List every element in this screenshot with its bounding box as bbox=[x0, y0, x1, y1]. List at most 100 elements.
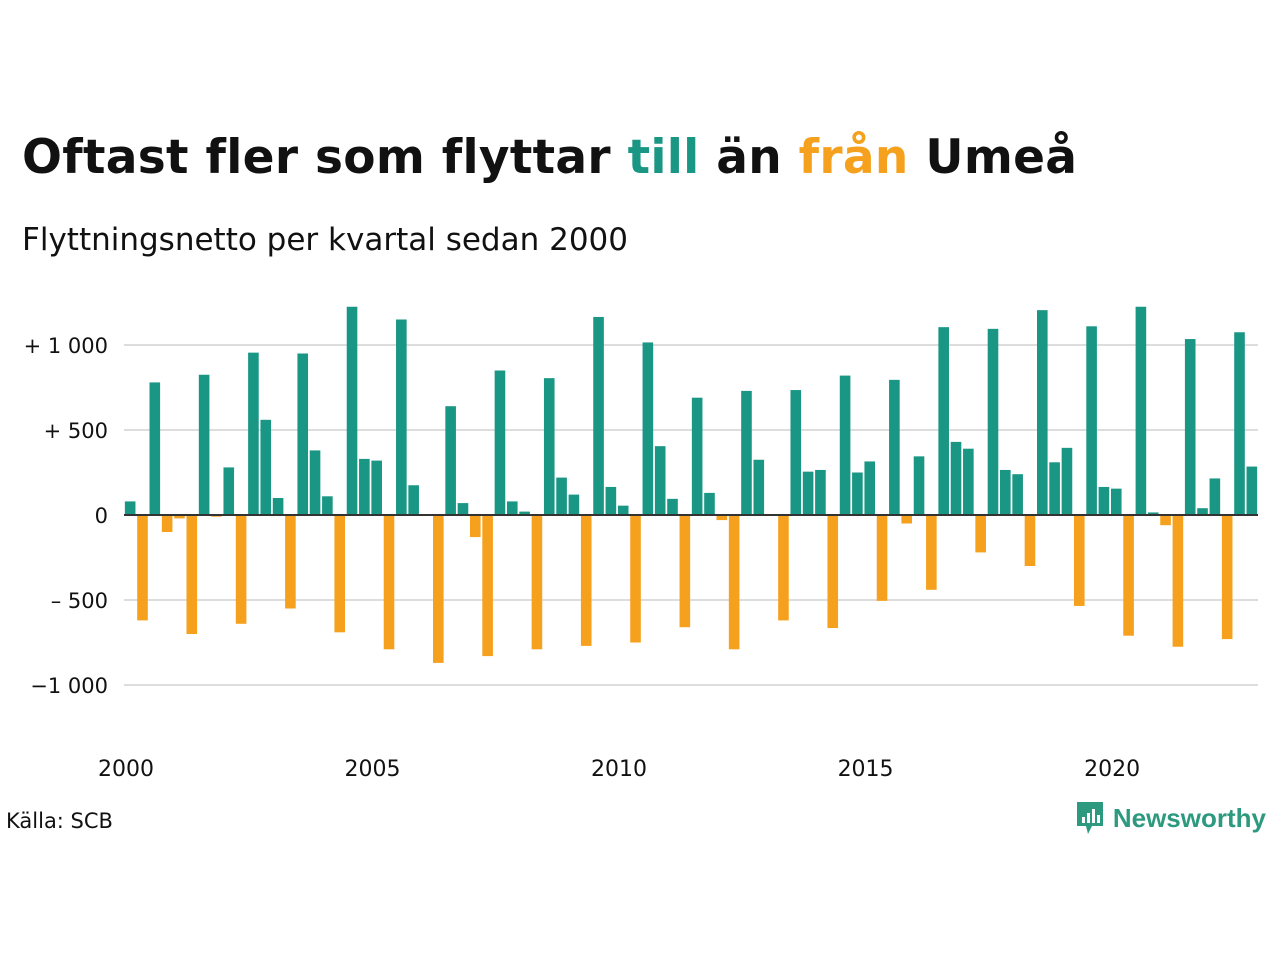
bar-positive bbox=[691, 397, 703, 515]
bar-positive bbox=[950, 441, 962, 515]
bar-negative bbox=[137, 515, 148, 621]
bar-positive bbox=[309, 450, 321, 515]
x-tick-label: 2020 bbox=[1084, 757, 1140, 782]
title-word-till: till bbox=[627, 130, 700, 185]
bar-positive bbox=[741, 390, 752, 515]
bar-positive bbox=[642, 342, 654, 515]
bar-positive bbox=[248, 352, 259, 515]
bar-positive bbox=[1184, 339, 1196, 515]
bar-negative bbox=[235, 515, 247, 624]
x-tick-label: 2015 bbox=[838, 757, 894, 782]
bar-negative bbox=[580, 515, 592, 646]
bar-positive bbox=[987, 328, 999, 515]
bar-positive bbox=[568, 494, 580, 515]
x-tick-label: 2005 bbox=[345, 757, 401, 782]
bar-positive bbox=[346, 306, 358, 515]
bar-positive bbox=[1000, 469, 1011, 515]
y-tick-label: −1 000 bbox=[30, 674, 108, 698]
bar-positive bbox=[753, 459, 765, 515]
bar-positive bbox=[605, 486, 617, 515]
bar-positive bbox=[617, 505, 629, 515]
bar-positive bbox=[371, 460, 382, 515]
bar-positive bbox=[506, 501, 518, 515]
brand-name: Newsworthy bbox=[1112, 802, 1266, 833]
y-tick-label: + 1 000 bbox=[24, 334, 108, 358]
bar-negative bbox=[975, 515, 986, 553]
bar-negative bbox=[679, 515, 691, 628]
bar-negative bbox=[285, 515, 296, 609]
title-word-fran: från bbox=[798, 130, 909, 185]
bar-positive bbox=[198, 374, 210, 515]
bar-positive bbox=[1135, 306, 1147, 515]
bar-positive bbox=[359, 458, 370, 515]
bar-negative bbox=[630, 515, 641, 643]
bar-negative bbox=[161, 515, 173, 532]
bar-positive bbox=[445, 406, 456, 515]
y-tick-label: – 500 bbox=[51, 589, 108, 613]
bar-negative bbox=[1172, 515, 1184, 647]
bar-negative bbox=[1024, 515, 1036, 566]
bar-positive bbox=[494, 370, 506, 515]
bar-negative bbox=[383, 515, 395, 650]
bar-negative bbox=[1221, 515, 1233, 640]
bar-positive bbox=[593, 316, 604, 515]
bar-positive bbox=[839, 375, 851, 515]
bar-positive bbox=[272, 498, 284, 515]
bar-positive bbox=[1036, 310, 1048, 515]
chart-subtitle: Flyttningsnetto per kvartal sedan 2000 bbox=[22, 222, 628, 258]
bar-negative bbox=[876, 515, 888, 601]
bar-negative bbox=[926, 515, 937, 590]
bar-positive bbox=[913, 456, 925, 515]
y-tick-label: + 500 bbox=[44, 419, 108, 443]
x-tick-label: 2000 bbox=[98, 757, 154, 782]
bar-positive bbox=[1061, 447, 1073, 515]
bar-positive bbox=[667, 498, 678, 515]
bar-positive bbox=[654, 446, 666, 515]
bar-negative bbox=[469, 515, 481, 538]
bar-positive bbox=[1012, 474, 1023, 515]
bar-negative bbox=[901, 515, 913, 524]
bar-positive bbox=[260, 419, 272, 515]
bar-positive bbox=[963, 448, 974, 515]
bar-positive bbox=[864, 461, 876, 515]
title-part-3: än bbox=[699, 130, 799, 185]
chart-title: Oftast fler som flyttar till än från Ume… bbox=[22, 130, 1077, 185]
bar-positive bbox=[815, 469, 826, 515]
bar-positive bbox=[519, 511, 530, 515]
bar-positive bbox=[1110, 488, 1122, 515]
bar-negative bbox=[728, 515, 740, 650]
bar-positive bbox=[1049, 462, 1060, 515]
bar-positive bbox=[543, 378, 555, 515]
bar-positive bbox=[124, 501, 136, 515]
bar-positive bbox=[802, 471, 814, 515]
source-note: Källa: SCB bbox=[6, 809, 113, 833]
bar-positive bbox=[1197, 508, 1208, 515]
bar-positive bbox=[396, 319, 407, 515]
bar-positive bbox=[704, 492, 715, 515]
bar-negative bbox=[482, 515, 493, 657]
bar-chart: + 1 000 + 500 0 – 500 −1 000 2000 2005 2010 2015… bbox=[24, 306, 1258, 782]
title-part-5: Umeå bbox=[908, 130, 1078, 185]
title-part-1: Oftast fler som flyttar bbox=[22, 130, 628, 185]
newsworthy-logo-icon bbox=[1076, 802, 1103, 834]
bar-positive bbox=[889, 379, 900, 515]
bar-negative bbox=[716, 515, 728, 521]
bar-positive bbox=[149, 382, 161, 515]
bar-negative bbox=[778, 515, 789, 621]
bar-positive bbox=[408, 485, 419, 515]
bar-positive bbox=[1147, 512, 1159, 515]
bar-positive bbox=[322, 496, 333, 515]
brand-logo: Newsworthy bbox=[1075, 800, 1266, 836]
bar-negative bbox=[174, 515, 185, 519]
bar-positive bbox=[223, 467, 235, 515]
bar-positive bbox=[457, 503, 469, 515]
bar-positive bbox=[556, 477, 567, 515]
bar-positive bbox=[1246, 466, 1258, 515]
bar-negative bbox=[186, 515, 198, 634]
x-tick-label: 2010 bbox=[591, 757, 647, 782]
bar-negative bbox=[1073, 515, 1085, 606]
bar-positive bbox=[1086, 326, 1097, 515]
bar-positive bbox=[852, 472, 863, 515]
bar-negative bbox=[1160, 515, 1171, 526]
bar-negative bbox=[334, 515, 346, 633]
